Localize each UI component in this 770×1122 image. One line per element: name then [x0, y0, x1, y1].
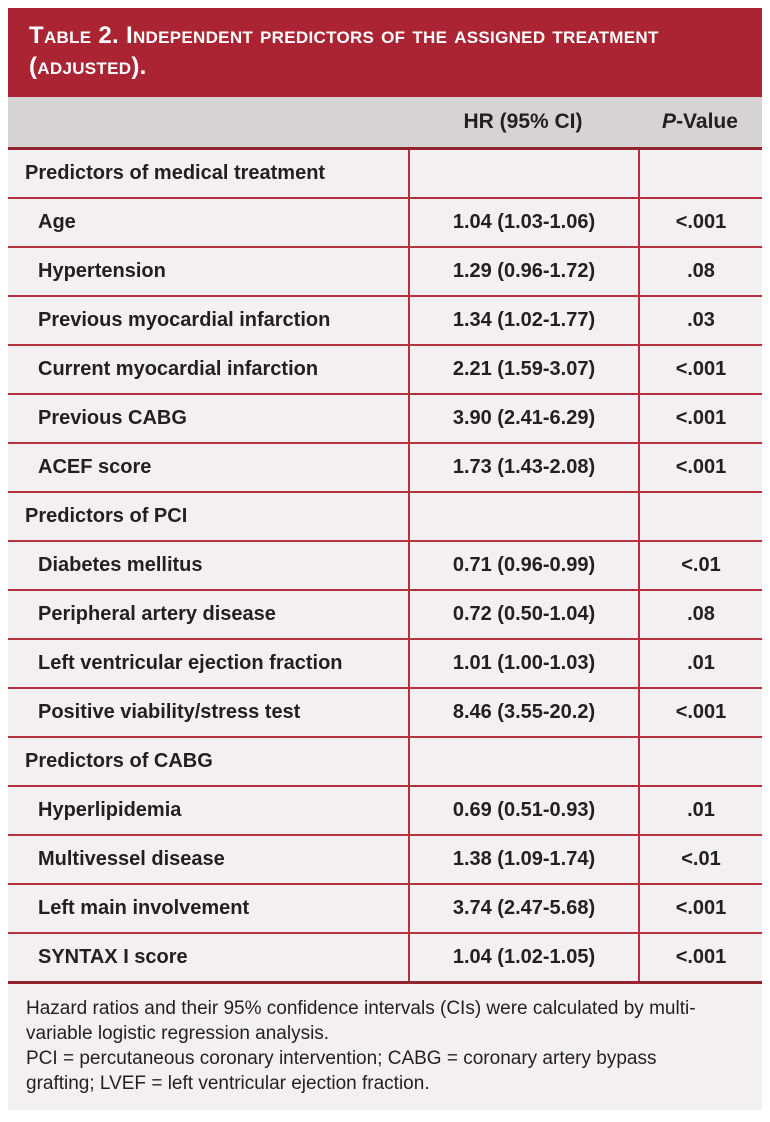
- table-row-item: SYNTAX I score 1.04 (1.02-1.05) <.001: [8, 932, 762, 981]
- row-p-value: [638, 738, 762, 785]
- row-hr-value: 0.71 (0.96-0.99): [408, 542, 638, 589]
- row-label: Diabetes mellitus: [38, 554, 203, 576]
- row-hr-value: [408, 493, 638, 540]
- pvalue-rest: -Value: [676, 110, 738, 133]
- row-hr-value: 1.04 (1.02-1.05): [408, 934, 638, 981]
- footnotes: Hazard ratios and their 95% confidence i…: [8, 984, 762, 1110]
- row-p-value: <.001: [638, 444, 762, 491]
- table-body: Predictors of medical treatment Age 1.04…: [8, 147, 762, 984]
- table-row-section: Predictors of CABG: [8, 736, 762, 785]
- row-hr-value: 0.72 (0.50-1.04): [408, 591, 638, 638]
- row-hr-value: 8.46 (3.55-20.2): [408, 689, 638, 736]
- row-label: Previous CABG: [38, 407, 187, 429]
- table-row-item: Positive viability/stress test 8.46 (3.5…: [8, 687, 762, 736]
- row-label: Current myocardial infarction: [38, 358, 319, 380]
- table-row-item: ACEF score 1.73 (1.43-2.08) <.001: [8, 442, 762, 491]
- footnote-line: variable logistic regression analysis.: [26, 1023, 330, 1044]
- table2-card: Table 2. Independent predictors of the a…: [8, 8, 762, 1110]
- row-label: Hyperlipidemia: [38, 799, 182, 821]
- row-p-value: .08: [638, 248, 762, 295]
- row-hr-value: 0.69 (0.51-0.93): [408, 787, 638, 834]
- table-row-item: Hyperlipidemia 0.69 (0.51-0.93) .01: [8, 785, 762, 834]
- row-label: Left main involvement: [38, 897, 250, 919]
- row-label: Previous myocardial infarction: [38, 309, 331, 331]
- column-header-pvalue: P-Value: [638, 110, 762, 134]
- table-title-bar: Table 2. Independent predictors of the a…: [8, 8, 762, 97]
- row-p-value: [638, 150, 762, 197]
- row-label: Positive viability/stress test: [38, 701, 301, 723]
- table-title-line-2: (adjusted).: [29, 53, 147, 80]
- row-p-value: [638, 493, 762, 540]
- row-p-value: .03: [638, 297, 762, 344]
- table-row-item: Current myocardial infarction 2.21 (1.59…: [8, 344, 762, 393]
- column-header-hr: HR (95% CI): [463, 110, 583, 133]
- row-hr-value: 1.34 (1.02-1.77): [408, 297, 638, 344]
- table-row-item: Left main involvement 3.74 (2.47-5.68) <…: [8, 883, 762, 932]
- row-hr-value: [408, 738, 638, 785]
- footnote-line: PCI = percutaneous coronary intervention…: [26, 1048, 657, 1069]
- row-label: Peripheral artery disease: [38, 603, 276, 625]
- row-p-value: .01: [638, 640, 762, 687]
- table-row-item: Diabetes mellitus 0.71 (0.96-0.99) <.01: [8, 540, 762, 589]
- footnote-line: grafting; LVEF = left ventricular ejecti…: [26, 1073, 430, 1094]
- row-label: Predictors of medical treatment: [25, 162, 326, 184]
- row-label: SYNTAX I score: [38, 946, 188, 968]
- footnote-line: Hazard ratios and their 95% confidence i…: [26, 998, 696, 1019]
- row-hr-value: 2.21 (1.59-3.07): [408, 346, 638, 393]
- row-label: Predictors of PCI: [25, 505, 188, 527]
- table-title-line-1: Table 2. Independent predictors of the a…: [29, 22, 659, 49]
- row-p-value: <.001: [638, 346, 762, 393]
- row-hr-value: [408, 150, 638, 197]
- row-p-value: <.001: [638, 689, 762, 736]
- column-header-row: HR (95% CI) P-Value: [8, 97, 762, 147]
- row-p-value: <.001: [638, 199, 762, 246]
- table-row-item: Left ventricular ejection fraction 1.01 …: [8, 638, 762, 687]
- table-row-item: Age 1.04 (1.03-1.06) <.001: [8, 197, 762, 246]
- pvalue-italic-p: P: [662, 110, 677, 133]
- table-row-item: Previous myocardial infarction 1.34 (1.0…: [8, 295, 762, 344]
- row-hr-value: 1.38 (1.09-1.74): [408, 836, 638, 883]
- row-hr-value: 1.01 (1.00-1.03): [408, 640, 638, 687]
- table-row-section: Predictors of medical treatment: [8, 150, 762, 197]
- row-label: ACEF score: [38, 456, 152, 478]
- table-row-item: Previous CABG 3.90 (2.41-6.29) <.001: [8, 393, 762, 442]
- row-p-value: <.001: [638, 395, 762, 442]
- row-label: Predictors of CABG: [25, 750, 213, 772]
- row-p-value: <.01: [638, 542, 762, 589]
- row-hr-value: 1.04 (1.03-1.06): [408, 199, 638, 246]
- table-row-item: Hypertension 1.29 (0.96-1.72) .08: [8, 246, 762, 295]
- row-hr-value: 3.74 (2.47-5.68): [408, 885, 638, 932]
- row-label: Left ventricular ejection fraction: [38, 652, 343, 674]
- row-p-value: .08: [638, 591, 762, 638]
- row-hr-value: 3.90 (2.41-6.29): [408, 395, 638, 442]
- table-row-section: Predictors of PCI: [8, 491, 762, 540]
- row-label: Multivessel disease: [38, 848, 225, 870]
- table-row-item: Multivessel disease 1.38 (1.09-1.74) <.0…: [8, 834, 762, 883]
- row-label: Age: [38, 211, 76, 233]
- row-p-value: .01: [638, 787, 762, 834]
- row-label: Hypertension: [38, 260, 166, 282]
- row-p-value: <.001: [638, 885, 762, 932]
- table-row-item: Peripheral artery disease 0.72 (0.50-1.0…: [8, 589, 762, 638]
- row-hr-value: 1.29 (0.96-1.72): [408, 248, 638, 295]
- row-p-value: <.01: [638, 836, 762, 883]
- row-p-value: <.001: [638, 934, 762, 981]
- row-hr-value: 1.73 (1.43-2.08): [408, 444, 638, 491]
